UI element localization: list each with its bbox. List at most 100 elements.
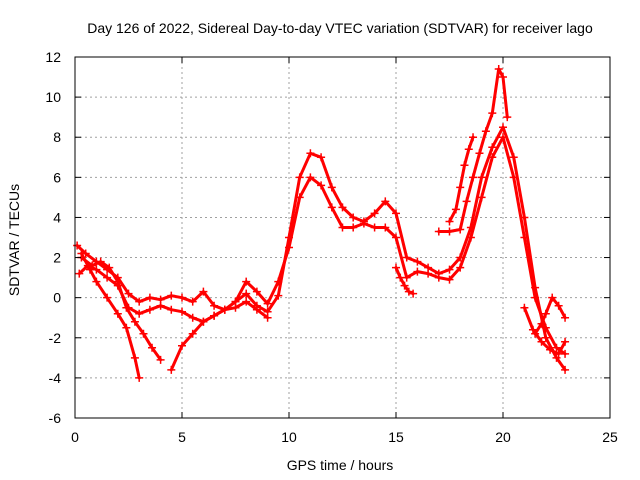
data-point (188, 297, 197, 306)
data-point (220, 305, 229, 314)
data-point (263, 299, 272, 308)
data-point (445, 275, 454, 284)
data-point (462, 197, 471, 206)
data-point (188, 329, 197, 338)
data-point (552, 343, 561, 352)
data-point (494, 65, 503, 74)
data-point (413, 257, 422, 266)
data-point (88, 261, 97, 270)
data-point (475, 149, 484, 158)
data-point (488, 109, 497, 118)
data-point (103, 273, 112, 282)
data-point (242, 277, 251, 286)
chart-title: Day 126 of 2022, Sidereal Day-to-day VTE… (87, 20, 593, 36)
data-point (210, 311, 219, 320)
data-point (167, 305, 176, 314)
series-track-5 (167, 297, 272, 374)
data-point (541, 333, 550, 342)
data-point (381, 197, 390, 206)
series-track-3 (77, 249, 144, 382)
data-point (404, 287, 413, 296)
data-point (178, 307, 186, 316)
data-point (178, 293, 186, 302)
y-tick-label: 0 (53, 290, 61, 306)
data-point (503, 113, 512, 122)
data-point (499, 133, 507, 142)
data-point (456, 263, 465, 272)
data-point (488, 153, 497, 162)
data-point (295, 193, 304, 202)
y-tick-label: -6 (49, 410, 62, 426)
data-point (317, 153, 326, 162)
data-point (541, 309, 550, 318)
x-tick-label: 15 (388, 429, 404, 445)
data-point (327, 183, 336, 192)
data-point (460, 161, 469, 170)
data-point (145, 293, 154, 302)
series-trace (79, 252, 141, 380)
data-point (469, 133, 478, 142)
data-point (263, 313, 272, 322)
data-point (456, 183, 465, 192)
plot-frame (74, 56, 611, 419)
data-point (317, 181, 326, 190)
data-point (469, 173, 478, 182)
data-point (537, 319, 546, 328)
data-point (306, 149, 315, 158)
data-point (445, 227, 454, 236)
data-point (96, 257, 105, 266)
data-point (370, 209, 379, 218)
data-point (409, 289, 418, 298)
series-trace (77, 135, 567, 356)
series-track-1 (73, 123, 570, 374)
series-trace (79, 256, 163, 362)
data-point (338, 223, 347, 232)
data-point (85, 265, 94, 274)
data-point (139, 329, 148, 338)
data-point (295, 173, 304, 182)
data-point (445, 265, 454, 274)
data-point (122, 323, 131, 332)
data-point (135, 373, 144, 382)
axis-ticks: 0 5 10 15 20 25 -6 -4 -2 0 2 4 6 8 10 12 (45, 49, 618, 445)
data-point (477, 173, 486, 182)
data-point (156, 355, 165, 364)
data-point (509, 173, 518, 182)
data-point (178, 341, 186, 350)
data-point (92, 277, 101, 286)
data-point (477, 193, 486, 202)
data-point (381, 223, 390, 232)
data-point (481, 127, 490, 136)
data-point (145, 305, 154, 314)
data-point (392, 209, 400, 218)
series-track-8 (445, 133, 478, 226)
data-point (548, 293, 557, 302)
data-point (424, 269, 433, 278)
data-point (274, 291, 283, 300)
x-tick-label: 10 (281, 429, 297, 445)
data-point (156, 301, 165, 310)
data-point (122, 303, 131, 312)
data-point (554, 349, 563, 358)
data-point (400, 281, 409, 290)
data-point (210, 301, 219, 310)
data-point (546, 345, 555, 354)
series-track-7 (434, 65, 512, 236)
x-tick-label: 25 (602, 429, 618, 445)
data-point (531, 293, 540, 302)
data-point (327, 203, 336, 212)
data-point (451, 205, 460, 214)
series-track-2 (75, 133, 570, 358)
series-track-6 (392, 263, 418, 298)
data-point (537, 337, 546, 346)
data-point (285, 243, 293, 252)
data-point (434, 273, 443, 282)
data-point (73, 241, 82, 250)
data-point (456, 225, 465, 234)
data-point (528, 325, 537, 334)
data-point (552, 353, 561, 362)
series-track-4 (77, 253, 165, 364)
data-point (520, 303, 529, 312)
data-series (73, 65, 570, 382)
